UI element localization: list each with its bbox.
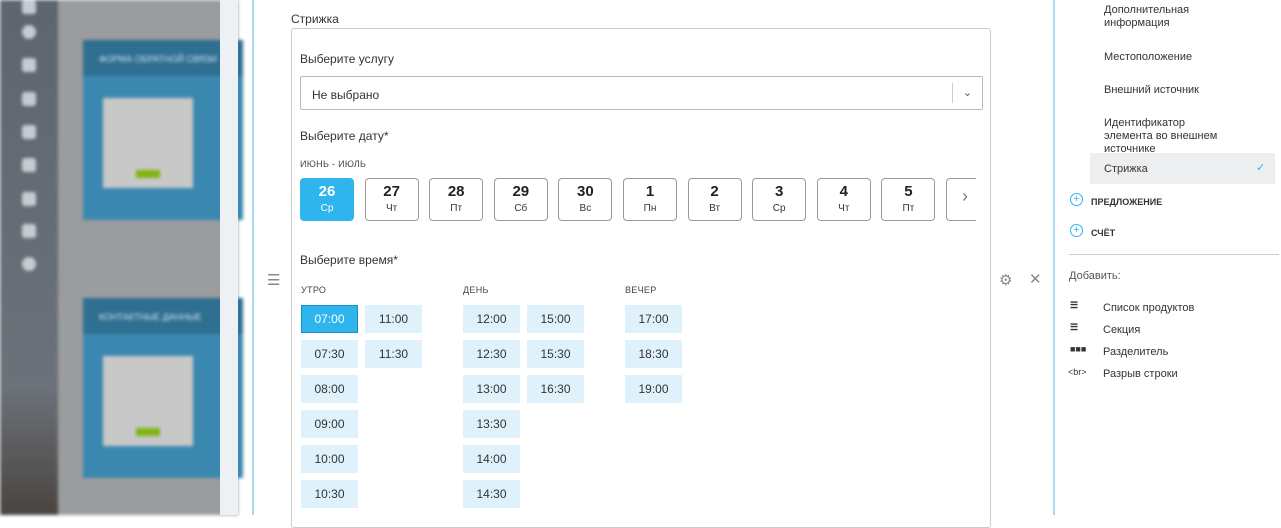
chevron-down-icon: ⌄ [952,83,982,103]
time-slot[interactable]: 13:30 [463,410,520,438]
day-button[interactable]: 1 Пн [623,178,677,221]
time-slot[interactable]: 12:30 [463,340,520,368]
field-editor-frame [252,0,1055,515]
time-slot[interactable]: 10:30 [301,480,358,508]
left-sidebar [0,0,58,515]
time-slot[interactable]: 15:30 [527,340,584,368]
time-slot[interactable]: 08:00 [301,375,358,403]
day-of-week: Пн [643,203,657,214]
day-of-week: Ср [320,203,334,214]
day-of-week: Ср [772,203,786,214]
time-slot[interactable]: 11:00 [365,305,422,333]
service-label: Выберите услугу [300,52,395,66]
field-item[interactable]: Внешний источник [1104,84,1199,96]
blurred-background: ФОРМА ОБРАТНОЙ СВЯЗИ КОНТАКТНЫЕ ДАННЫЕ [0,0,243,515]
plus-circle-icon[interactable]: + [1070,224,1083,237]
section-icon: ☰ [1070,322,1079,332]
day-number: 30 [577,183,594,200]
time-group-label: ДЕНЬ [463,285,489,295]
add-label: Добавить: [1069,270,1121,282]
time-slot[interactable]: 14:00 [463,445,520,473]
divider-icon: ■■■ [1070,344,1087,354]
time-slot[interactable]: 19:00 [625,375,682,403]
day-button[interactable]: 3 Ср [752,178,807,221]
time-slot[interactable]: 13:00 [463,375,520,403]
field-title: Стрижка [291,12,339,26]
plus-circle-icon[interactable]: + [1070,193,1083,206]
time-slot[interactable]: 16:30 [527,375,584,403]
time-label: Выберите время* [300,253,398,267]
add-section[interactable]: Секция [1103,324,1141,336]
field-item-label: Стрижка [1104,163,1148,175]
time-slot[interactable]: 10:00 [301,445,358,473]
day-button[interactable]: 5 Пт [881,178,936,221]
day-of-week: Сб [514,203,528,214]
day-number: 27 [383,183,400,200]
service-select[interactable]: Не выбрано ⌄ [300,76,983,110]
day-of-week: Пт [902,203,915,214]
day-number: 1 [645,183,655,200]
time-slot[interactable]: 07:30 [301,340,358,368]
gear-icon[interactable]: ⚙ [999,272,1013,289]
divider [1069,254,1279,255]
day-number: 26 [318,183,336,200]
chevron-right-icon[interactable]: › [962,186,968,206]
time-slot[interactable]: 07:00 [301,305,358,333]
section-offer[interactable]: ПРЕДЛОЖЕНИЕ [1091,197,1163,207]
add-divider[interactable]: Разделитель [1103,346,1169,358]
day-button[interactable]: 30 Вс [558,178,613,221]
day-button[interactable]: 4 Чт [816,178,871,221]
day-number: 3 [775,183,784,200]
close-icon[interactable]: ✕ [1029,271,1042,288]
day-button[interactable]: 27 Чт [364,178,419,221]
list-icon: ☰ [1070,300,1079,310]
field-item-selected[interactable] [1090,153,1275,184]
time-slot[interactable]: 11:30 [365,340,422,368]
time-slot[interactable]: 15:00 [527,305,584,333]
day-partial[interactable] [946,178,976,221]
time-group-label: ВЕЧЕР [625,285,657,295]
day-number: 28 [447,183,465,200]
field-item[interactable]: Идентификатор элемента во внешнем источн… [1104,117,1218,155]
time-slot[interactable]: 09:00 [301,410,358,438]
day-of-week: Вт [709,203,721,214]
add-product-list[interactable]: Список продуктов [1103,302,1195,314]
day-button[interactable]: 2 Вт [687,178,742,221]
time-slot[interactable]: 12:00 [463,305,520,333]
time-slot[interactable]: 18:30 [625,340,682,368]
day-number: 4 [839,183,848,200]
preview-card: КОНТАКТНЫЕ ДАННЫЕ [83,298,243,478]
field-item[interactable]: Местоположение [1104,51,1193,63]
day-of-week: Пт [450,203,463,214]
service-value: Не выбрано [312,88,380,102]
check-icon: ✓ [1256,162,1266,174]
day-button[interactable]: 26 Ср [300,178,354,221]
time-slot[interactable]: 14:30 [463,480,520,508]
day-number: 5 [904,183,913,200]
panel-edge [220,0,238,515]
br-icon: <br> [1068,367,1087,377]
time-group-label: УТРО [301,285,327,295]
day-number: 2 [710,183,719,200]
day-of-week: Вс [579,203,592,214]
day-of-week: Чт [385,203,398,214]
add-line-break[interactable]: Разрыв строки [1103,368,1178,380]
field-item[interactable]: Дополнительная информация [1104,4,1190,29]
date-label: Выберите дату* [300,129,389,143]
drag-handle-icon[interactable]: ☰ [267,272,281,289]
day-button[interactable]: 29 Сб [493,178,548,221]
day-of-week: Чт [838,203,850,214]
time-slot[interactable]: 17:00 [625,305,682,333]
day-button[interactable]: 28 Пт [429,178,484,221]
month-label: ИЮНЬ - ИЮЛЬ [300,159,367,169]
section-invoice[interactable]: СЧЁТ [1091,228,1116,238]
day-number: 29 [512,183,530,200]
preview-card: ФОРМА ОБРАТНОЙ СВЯЗИ [83,40,243,220]
